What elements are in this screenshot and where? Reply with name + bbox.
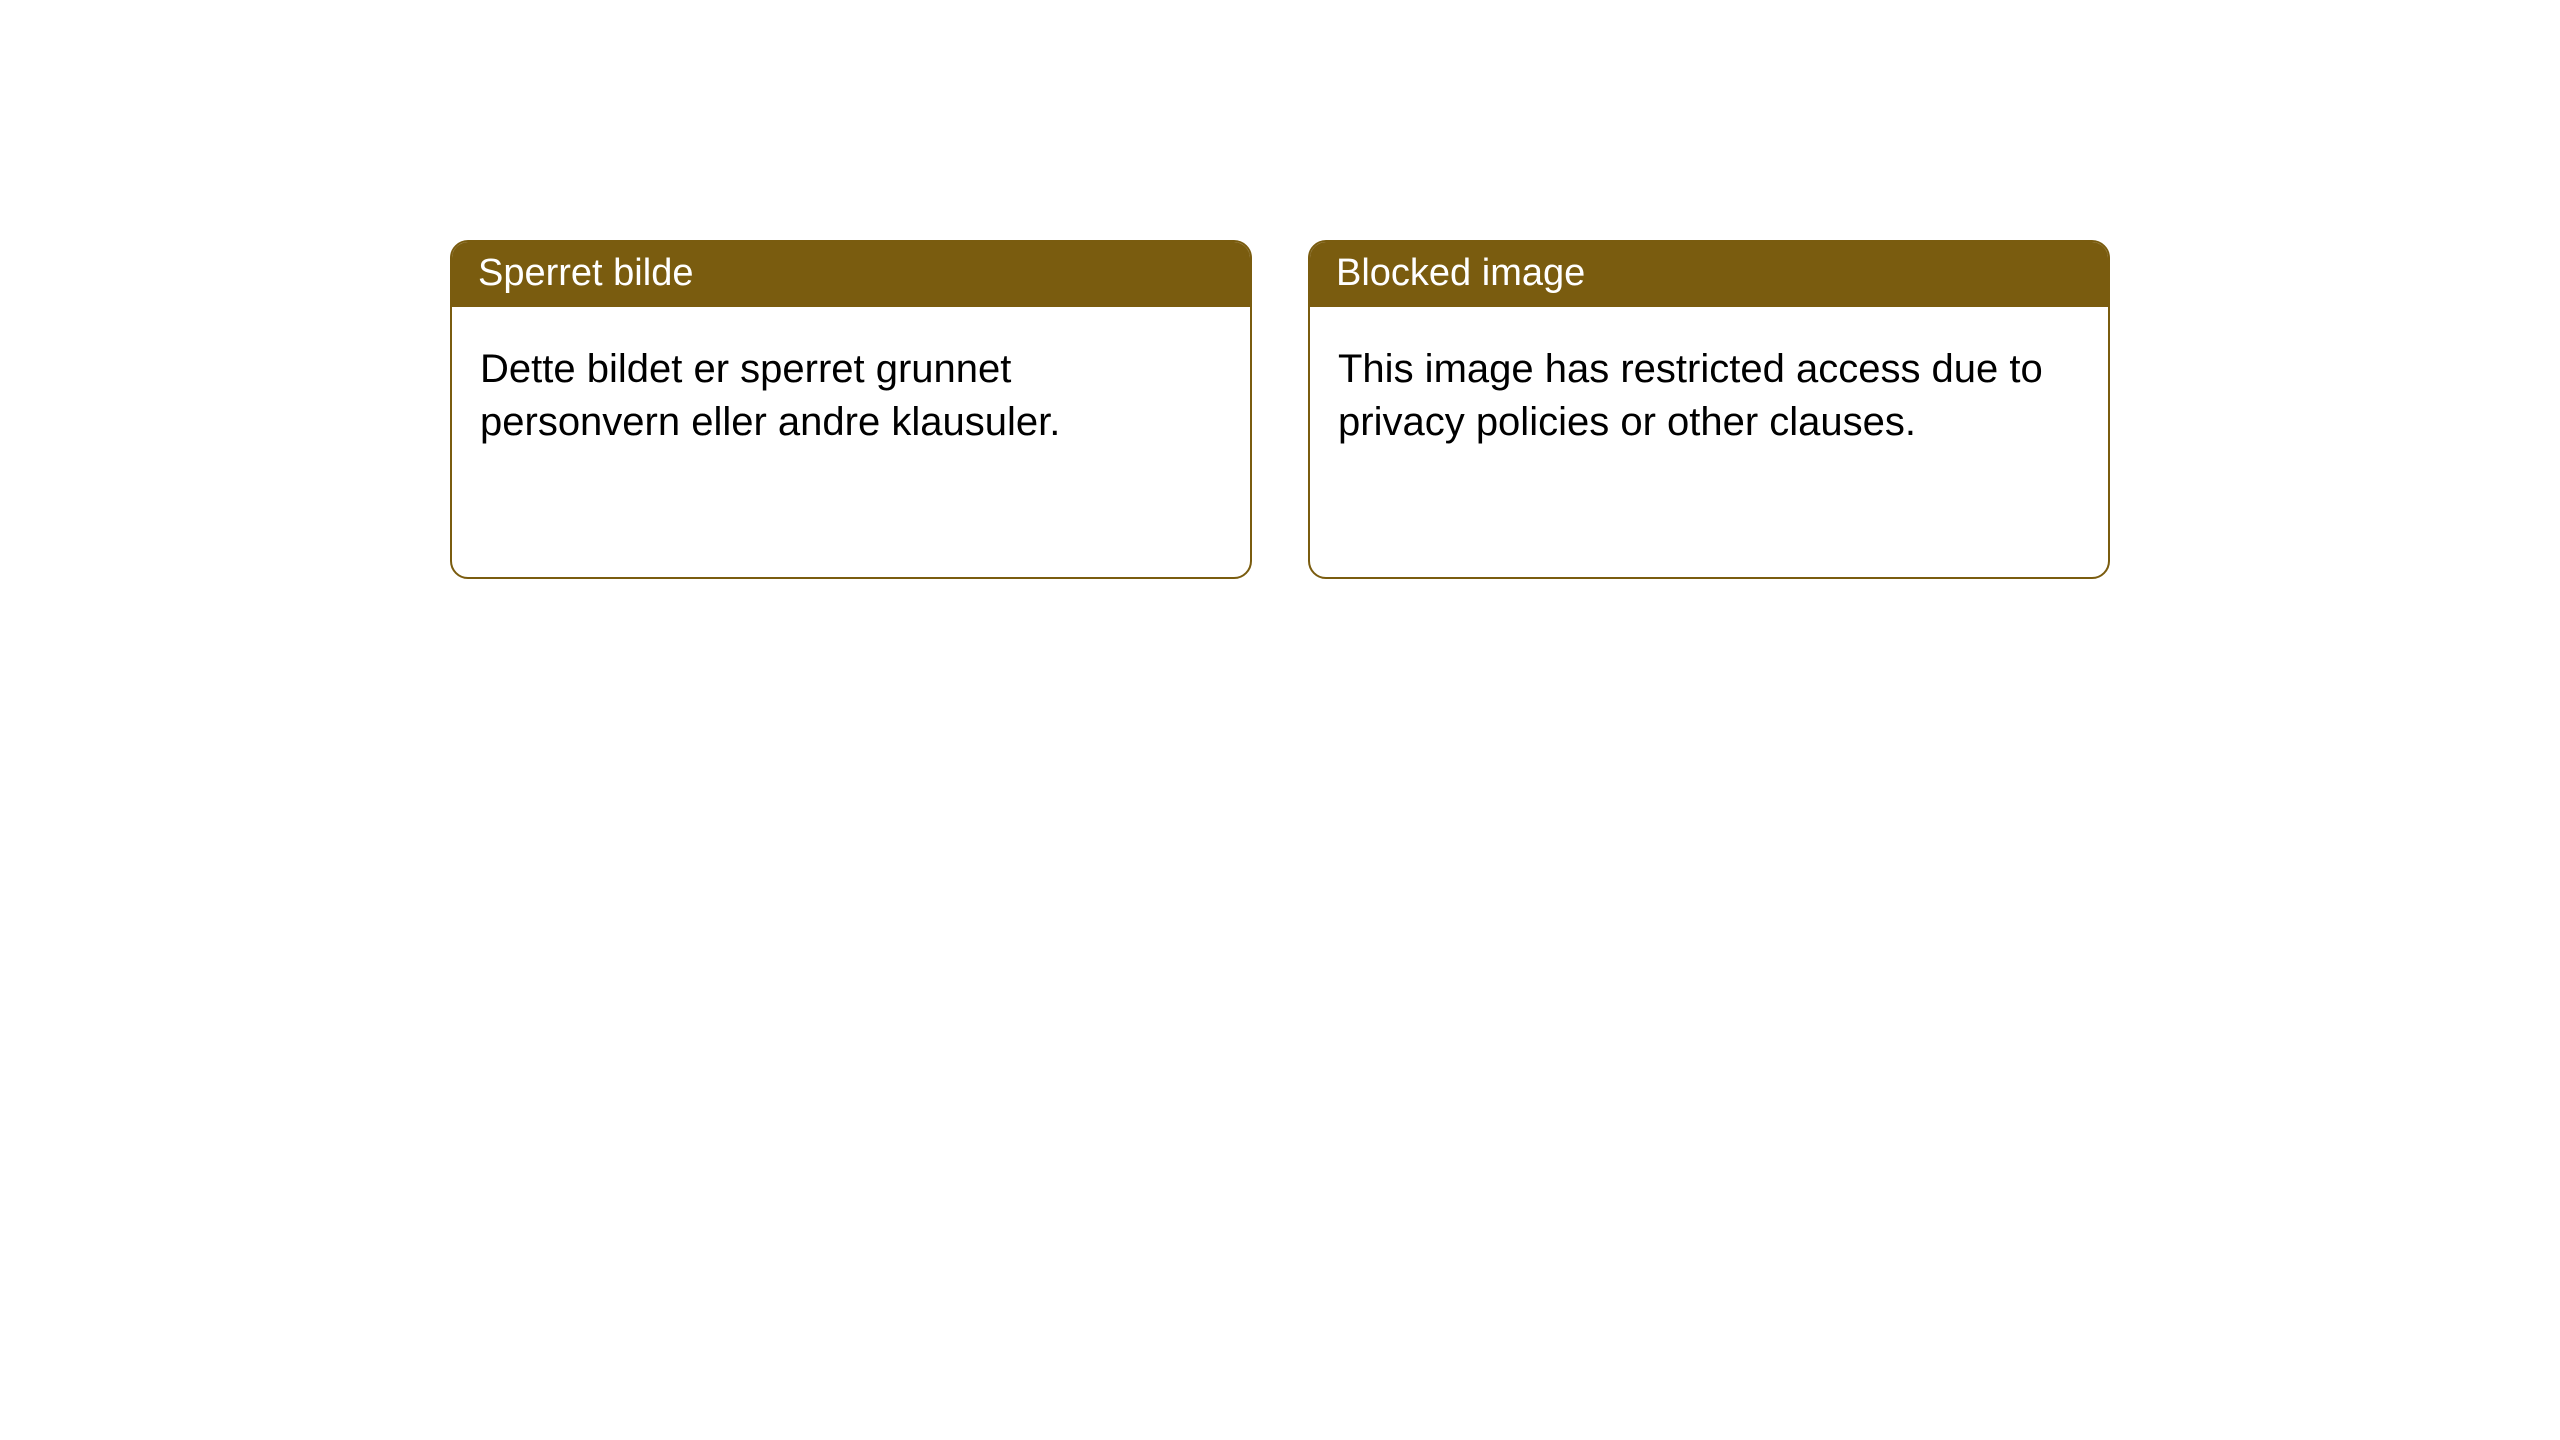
card-body-text: Dette bildet er sperret grunnet personve… [480, 347, 1060, 444]
card-header-no: Sperret bilde [452, 242, 1250, 307]
card-title: Sperret bilde [478, 252, 693, 294]
card-title: Blocked image [1336, 252, 1585, 294]
card-header-en: Blocked image [1310, 242, 2108, 307]
blocked-image-card-en: Blocked image This image has restricted … [1308, 240, 2110, 579]
blocked-image-card-no: Sperret bilde Dette bildet er sperret gr… [450, 240, 1252, 579]
cards-container: Sperret bilde Dette bildet er sperret gr… [450, 240, 2110, 579]
card-body-en: This image has restricted access due to … [1310, 307, 2108, 577]
card-body-text: This image has restricted access due to … [1338, 347, 2043, 444]
card-body-no: Dette bildet er sperret grunnet personve… [452, 307, 1250, 577]
